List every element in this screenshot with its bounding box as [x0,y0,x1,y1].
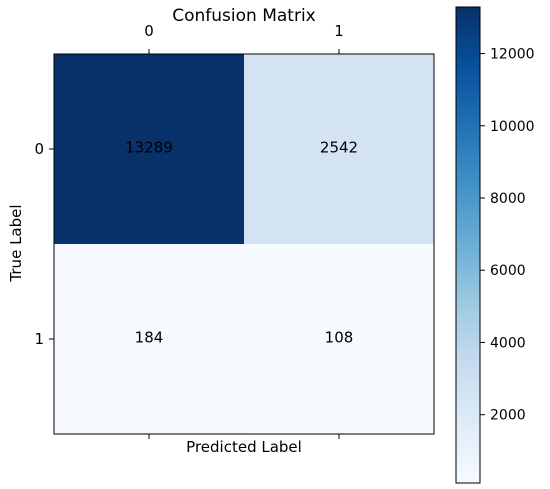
cell-value-label: 13289 [125,139,173,157]
cell-value-label: 108 [325,329,354,347]
colorbar-tick-label: 10000 [490,119,535,135]
x-tick-label: 1 [334,22,344,40]
y-tick-label: 1 [34,330,44,348]
plot-frame [53,53,435,435]
matrix-cell-0-0 [54,54,244,244]
cell-value-label: 2542 [320,139,358,157]
cell-value-label: 184 [135,329,164,347]
colorbar-tick-label: 12000 [490,47,535,63]
matrix-cell-0-1 [244,54,434,244]
y-axis-label: True Label [7,204,25,282]
matrix-cell-1-1 [244,244,434,434]
x-axis-label: Predicted Label [186,438,302,456]
matrix-cell-1-0 [54,244,244,434]
colorbar [455,6,481,484]
colorbar-tick-label: 2000 [490,408,526,424]
colorbar-tick-label: 6000 [490,263,526,279]
colorbar-tick-label: 4000 [490,335,526,351]
colorbar-tick-label: 8000 [490,191,526,207]
y-tick-label: 0 [34,140,44,158]
chart-title: Confusion Matrix [172,6,316,26]
x-tick-label: 0 [144,22,154,40]
